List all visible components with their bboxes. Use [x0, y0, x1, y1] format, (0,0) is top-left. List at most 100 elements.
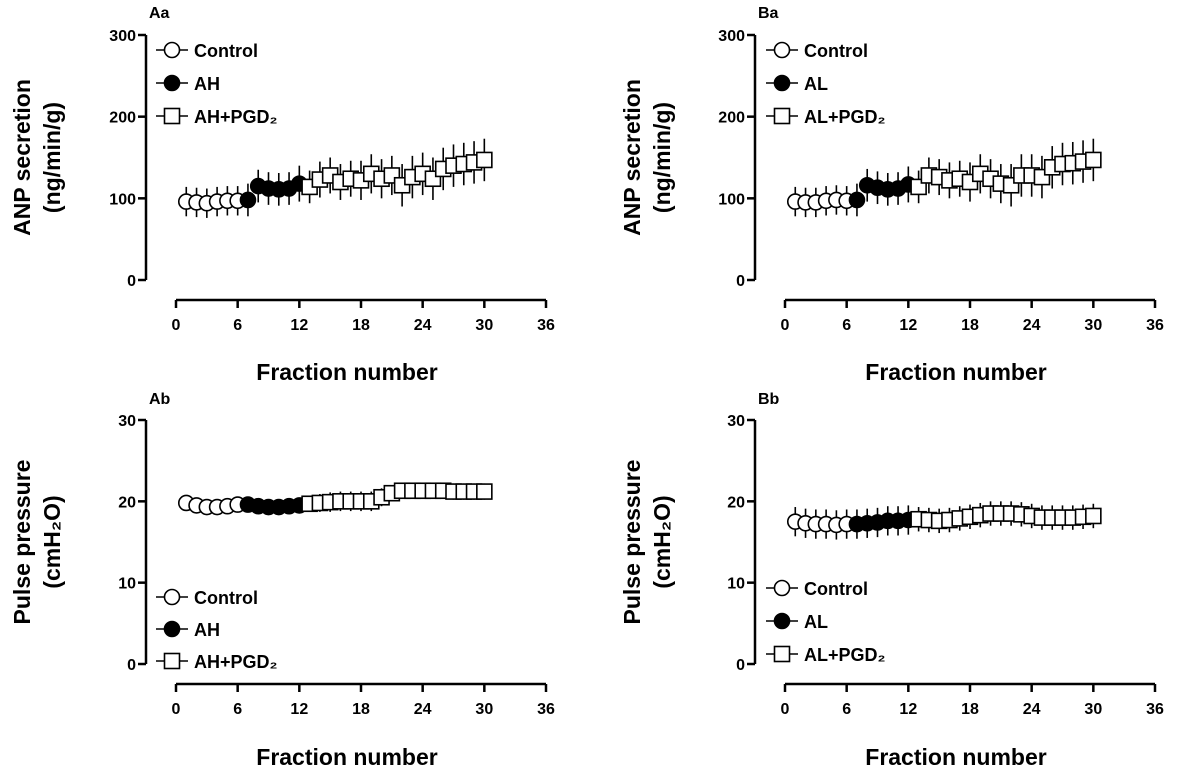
y-tick-label: 30	[727, 413, 745, 430]
x-tick-label: 6	[842, 317, 851, 334]
x-axis-title: Fraction number	[865, 744, 1047, 770]
y-axis-unit: (ng/min/g)	[39, 102, 65, 213]
data-point-al-pgd-	[1085, 151, 1102, 169]
panel-label: Bb	[758, 391, 780, 408]
legend-label: Control	[804, 41, 868, 61]
legend-marker	[773, 41, 791, 59]
plot-area	[786, 138, 1102, 218]
legend-marker	[773, 74, 791, 92]
x-tick-label: 36	[1146, 317, 1164, 334]
legend-marker	[163, 41, 181, 59]
x-tick-label: 36	[537, 701, 555, 718]
legend-label: Control	[804, 579, 868, 599]
x-tick-label: 24	[414, 701, 432, 718]
plot-area	[786, 501, 1102, 540]
x-tick-label: 6	[233, 701, 242, 718]
y-axis-title: ANP secretion	[619, 79, 645, 236]
plot-area	[177, 482, 493, 516]
x-tick-label: 24	[414, 317, 432, 334]
legend-marker	[773, 107, 791, 125]
x-tick-label: 0	[781, 317, 790, 334]
legend-marker	[163, 107, 181, 125]
x-tick-label: 12	[290, 701, 308, 718]
legend-label: Control	[194, 588, 258, 608]
panel-label: Ba	[758, 5, 779, 22]
legend-marker	[163, 652, 181, 670]
panel-aa: 0 100 200 300 0 6 12 18 24 30 36 Fraction number ANP…	[9, 5, 555, 385]
y-axis-unit: (cmH₂O)	[649, 495, 675, 588]
x-axis-title: Fraction number	[865, 359, 1047, 385]
panel-ba: 0 100 200 300 0 6 12 18 24 30 36 Fraction number ANP…	[619, 5, 1164, 385]
data-point-ah	[239, 191, 257, 209]
data-point-ah-pgd-	[476, 151, 493, 169]
legend-label: AH	[194, 74, 220, 94]
x-tick-label: 12	[899, 317, 917, 334]
y-tick-label: 30	[118, 413, 136, 430]
x-tick-label: 30	[1084, 701, 1102, 718]
x-axis-title: Fraction number	[256, 359, 438, 385]
x-tick-label: 6	[233, 317, 242, 334]
x-tick-label: 24	[1023, 317, 1041, 334]
legend-marker	[163, 588, 181, 606]
x-tick-label: 30	[1084, 317, 1102, 334]
x-tick-label: 36	[1146, 701, 1164, 718]
y-axis-unit: (cmH₂O)	[39, 495, 65, 588]
legend: Control AL AL+PGD₂	[766, 41, 886, 127]
y-tick-label: 0	[127, 657, 136, 674]
legend-marker	[163, 620, 181, 638]
data-point-al	[848, 191, 866, 209]
y-tick-label: 300	[109, 28, 136, 45]
legend-label: AL	[804, 612, 828, 632]
legend-marker	[773, 579, 791, 597]
legend-label: AH+PGD₂	[194, 652, 278, 672]
x-tick-label: 0	[172, 701, 181, 718]
legend-marker	[773, 645, 791, 663]
x-axis-title: Fraction number	[256, 744, 438, 770]
x-tick-label: 0	[172, 317, 181, 334]
legend-label: AL	[804, 74, 828, 94]
legend: Control AL AL+PGD₂	[766, 579, 886, 665]
legend-label: Control	[194, 41, 258, 61]
legend: Control AH AH+PGD₂	[156, 41, 278, 127]
x-tick-label: 0	[781, 701, 790, 718]
x-tick-label: 18	[961, 701, 979, 718]
panel-label: Ab	[149, 391, 171, 408]
y-tick-label: 0	[127, 273, 136, 290]
x-tick-label: 18	[352, 317, 370, 334]
legend-marker	[773, 612, 791, 630]
y-tick-label: 200	[109, 110, 136, 127]
legend-label: AH+PGD₂	[194, 107, 278, 127]
plot-area	[177, 138, 493, 218]
data-point-ah-pgd-	[476, 483, 493, 500]
panel-label: Aa	[149, 5, 170, 22]
y-tick-label: 100	[718, 191, 745, 208]
y-axis-unit: (ng/min/g)	[649, 102, 675, 213]
x-tick-label: 6	[842, 701, 851, 718]
y-axis-title: Pulse pressure	[9, 460, 35, 625]
y-axis-title: ANP secretion	[9, 79, 35, 236]
x-tick-label: 18	[352, 701, 370, 718]
legend: Control AH AH+PGD₂	[156, 588, 278, 672]
panel-bb: 0 10 20 30 0 6 12 18 24 30 36 Fraction number Pulse …	[619, 391, 1164, 770]
y-tick-label: 20	[118, 494, 136, 511]
y-tick-label: 10	[118, 576, 136, 593]
x-tick-label: 36	[537, 317, 555, 334]
panel-ab: 0 10 20 30 0 6 12 18 24 30 36 Fraction number Pulse …	[9, 391, 555, 770]
legend-label: AL+PGD₂	[804, 107, 886, 127]
x-tick-label: 30	[475, 317, 493, 334]
y-tick-label: 300	[718, 28, 745, 45]
legend-marker	[163, 74, 181, 92]
legend-label: AH	[194, 620, 220, 640]
y-tick-label: 100	[109, 191, 136, 208]
x-tick-label: 12	[290, 317, 308, 334]
data-point-al-pgd-	[1085, 507, 1102, 525]
x-tick-label: 24	[1023, 701, 1041, 718]
legend-label: AL+PGD₂	[804, 645, 886, 665]
y-tick-label: 10	[727, 576, 745, 593]
y-tick-label: 0	[736, 273, 745, 290]
y-axis-title: Pulse pressure	[619, 460, 645, 625]
y-tick-label: 200	[718, 110, 745, 127]
y-tick-label: 20	[727, 494, 745, 511]
